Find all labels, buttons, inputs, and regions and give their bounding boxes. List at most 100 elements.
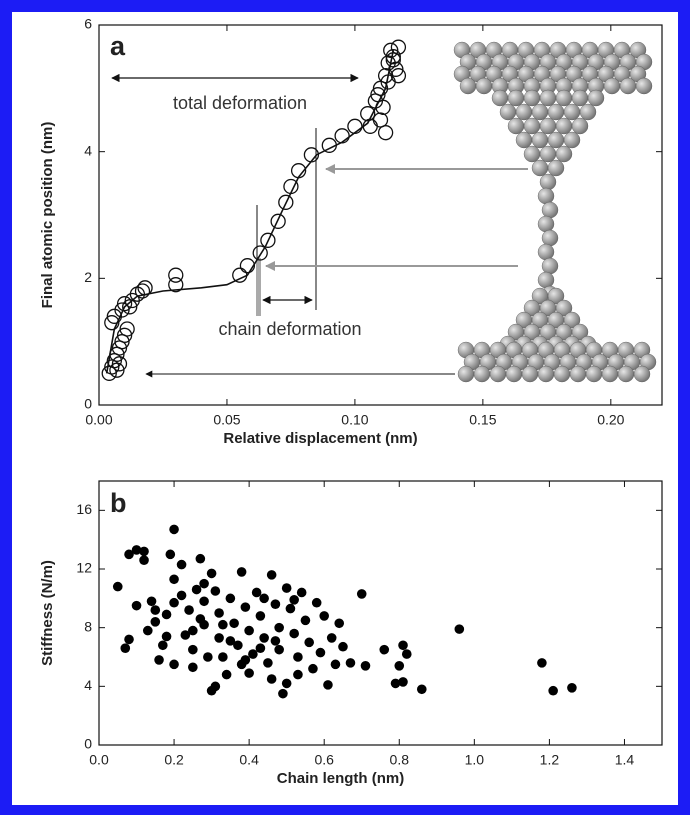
data-point — [402, 649, 412, 659]
data-point — [455, 624, 465, 634]
data-point — [132, 601, 142, 611]
data-point — [151, 617, 161, 627]
y-tick-label: 4 — [84, 142, 92, 158]
data-point — [169, 574, 179, 584]
data-point — [267, 570, 277, 580]
guide-bar — [256, 258, 261, 316]
data-point — [338, 642, 348, 652]
data-point — [319, 611, 329, 621]
data-point — [259, 594, 269, 604]
data-point — [169, 598, 179, 608]
data-point — [289, 595, 299, 605]
atom — [538, 366, 554, 382]
atom — [538, 188, 554, 204]
atom — [556, 146, 572, 162]
data-point — [278, 689, 288, 699]
x-axis-label: Relative displacement (nm) — [223, 430, 417, 447]
y-tick-label: 4 — [84, 677, 92, 693]
atom — [540, 90, 556, 106]
atom — [524, 118, 540, 134]
atom — [500, 104, 516, 120]
x-tick-label: 0.05 — [213, 412, 240, 428]
data-point — [199, 596, 209, 606]
data-point — [162, 610, 172, 620]
atom — [540, 118, 556, 134]
panel-letter: b — [110, 488, 127, 518]
data-point — [113, 582, 123, 592]
data-point — [162, 632, 172, 642]
data-point — [139, 555, 149, 565]
data-point — [293, 652, 303, 662]
x-tick-label: 0.10 — [341, 412, 368, 428]
data-point — [256, 611, 266, 621]
atom — [556, 90, 572, 106]
atom — [572, 90, 588, 106]
data-point — [274, 645, 284, 655]
atom — [524, 90, 540, 106]
data-point — [241, 655, 251, 665]
atom — [542, 258, 558, 274]
data-point — [331, 660, 341, 670]
data-point — [286, 604, 296, 614]
atom — [476, 78, 492, 94]
data-point — [271, 599, 281, 609]
y-tick-label: 16 — [76, 501, 92, 517]
data-point — [177, 560, 187, 570]
data-point — [567, 683, 577, 693]
atom — [538, 272, 554, 288]
atom — [580, 104, 596, 120]
figure: total deformation chain deformation a b … — [0, 0, 690, 815]
data-point — [274, 623, 284, 633]
y-axis-label: Final atomic position (nm) — [39, 122, 56, 309]
data-point — [226, 636, 236, 646]
data-point — [282, 679, 292, 689]
data-point — [158, 640, 168, 650]
y-tick-label: 0 — [84, 396, 92, 412]
data-point — [346, 658, 356, 668]
data-point — [181, 630, 191, 640]
x-tick-label: 0.0 — [89, 752, 109, 768]
atom — [506, 366, 522, 382]
atom — [564, 104, 580, 120]
atom — [634, 366, 650, 382]
data-point — [196, 554, 206, 564]
atom — [548, 160, 564, 176]
x-tick-label: 0.4 — [239, 752, 259, 768]
atom — [542, 230, 558, 246]
data-point — [192, 585, 202, 595]
data-point — [361, 661, 371, 671]
data-point — [379, 645, 389, 655]
atom — [532, 132, 548, 148]
data-point — [308, 664, 318, 674]
data-point — [394, 661, 404, 671]
data-point — [214, 608, 224, 618]
data-point — [263, 658, 273, 668]
data-point — [124, 635, 134, 645]
data-point — [244, 668, 254, 678]
data-point — [312, 598, 322, 608]
atom — [540, 174, 556, 190]
data-point — [222, 670, 232, 680]
x-axis-label: Chain length (nm) — [277, 770, 405, 787]
data-point — [229, 618, 239, 628]
data-point — [323, 680, 333, 690]
data-point — [199, 579, 209, 589]
data-point — [357, 589, 367, 599]
data-point — [237, 567, 247, 577]
atom — [548, 132, 564, 148]
atom — [572, 118, 588, 134]
data-point — [293, 670, 303, 680]
atom — [564, 132, 580, 148]
x-tick-label: 0.6 — [314, 752, 334, 768]
data-point — [304, 638, 314, 648]
y-tick-label: 6 — [84, 16, 92, 32]
atom — [588, 90, 604, 106]
atom — [490, 366, 506, 382]
data-point — [256, 643, 266, 653]
data-point — [267, 674, 277, 684]
atom — [532, 104, 548, 120]
annotation: total deformation — [173, 93, 307, 113]
x-tick-label: 0.20 — [597, 412, 624, 428]
panel-letter: a — [110, 31, 126, 61]
atom — [522, 366, 538, 382]
